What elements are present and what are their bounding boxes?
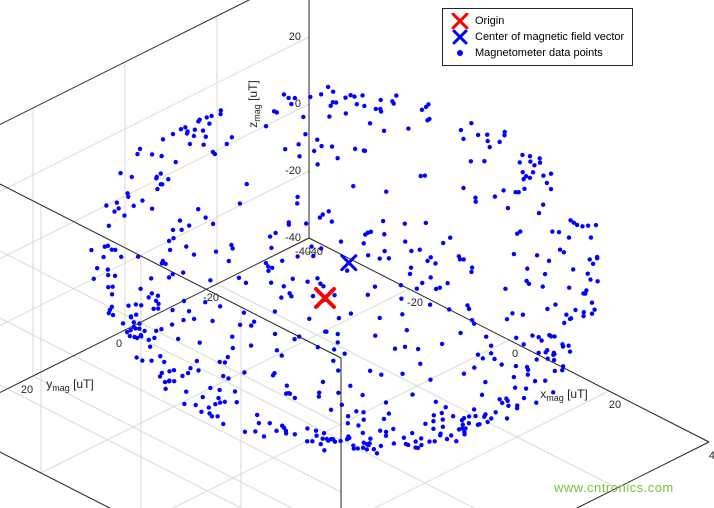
legend-points-label: Magnetometer data points [475, 47, 603, 59]
y-tick: 0 [116, 338, 122, 350]
z-tick: 0 [295, 98, 301, 110]
legend-center-swatch [449, 29, 471, 45]
x-tick: 40 [709, 450, 714, 462]
axes-panes [0, 0, 709, 508]
z-tick: -20 [285, 165, 301, 177]
x-tick: 20 [609, 399, 621, 411]
y-tick: -20 [203, 292, 219, 304]
z-tick: 20 [289, 31, 301, 43]
y-tick: -40 [295, 246, 311, 258]
watermark: www.cntronics.com [554, 480, 674, 495]
legend-origin-label: Origin [475, 15, 504, 27]
legend-center: Center of magnetic field vector [449, 29, 624, 45]
y-axis-label: ymag [uT] [46, 377, 94, 393]
x-tick: -20 [407, 297, 423, 309]
z-tick: -40 [285, 232, 301, 244]
y-tick: 20 [21, 384, 33, 396]
x-tick: 0 [512, 348, 518, 360]
legend-origin-swatch [449, 13, 471, 29]
legend-origin: Origin [449, 13, 624, 29]
legend-center-label: Center of magnetic field vector [475, 31, 624, 43]
x-axis-label: xmag [uT] [540, 387, 588, 403]
scatter3d-plot [0, 0, 714, 508]
legend-points: Magnetometer data points [449, 45, 624, 61]
legend-points-swatch [449, 45, 471, 61]
z-axis-label: zmag [uT] [246, 80, 262, 128]
legend: Origin Center of magnetic field vector Mag… [442, 8, 633, 66]
